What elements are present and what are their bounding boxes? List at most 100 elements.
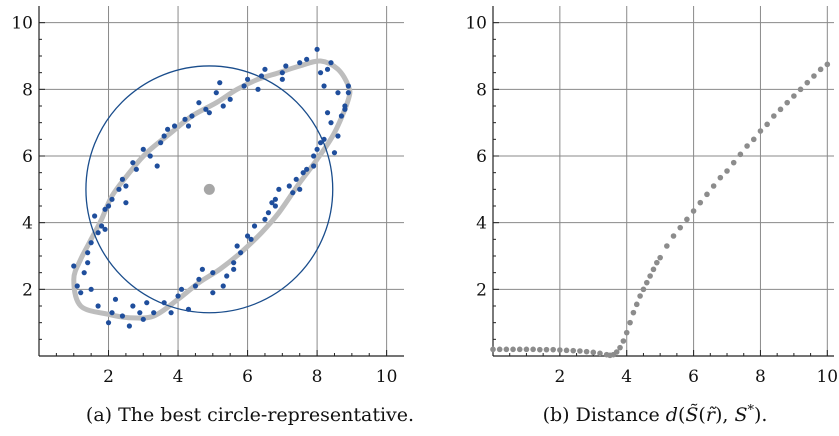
data-point bbox=[168, 310, 174, 316]
distance-point bbox=[557, 347, 563, 353]
data-point bbox=[137, 310, 143, 316]
x-tick-label: 4 bbox=[621, 367, 632, 387]
distance-point bbox=[811, 73, 817, 79]
distance-point bbox=[824, 61, 831, 68]
data-point bbox=[314, 146, 320, 152]
data-point bbox=[234, 243, 240, 249]
representative-circle bbox=[85, 65, 334, 314]
distance-point bbox=[620, 338, 627, 344]
data-point bbox=[321, 136, 327, 142]
data-point bbox=[338, 113, 345, 119]
data-point bbox=[342, 106, 348, 112]
data-point bbox=[345, 90, 351, 96]
distance-point bbox=[503, 346, 510, 353]
data-point bbox=[345, 83, 351, 89]
data-point bbox=[133, 166, 139, 172]
data-point bbox=[199, 266, 205, 272]
caption-a: (a) The best circle-representative. bbox=[86, 404, 414, 426]
data-point bbox=[290, 190, 296, 196]
distance-point bbox=[654, 259, 660, 266]
data-point bbox=[279, 70, 285, 76]
panel-b: 2 4 6 8 10 2 4 6 8 10 bbox=[465, 6, 838, 387]
distance-point bbox=[750, 136, 757, 143]
distance-point bbox=[777, 106, 784, 113]
distance-point bbox=[697, 199, 704, 206]
distance-point bbox=[784, 99, 790, 106]
data-point bbox=[213, 90, 219, 96]
data-point bbox=[178, 286, 185, 292]
data-point bbox=[206, 110, 212, 116]
data-point bbox=[324, 66, 331, 72]
x-tick-label: 4 bbox=[173, 367, 184, 387]
data-point bbox=[217, 80, 223, 86]
data-point bbox=[74, 283, 80, 289]
distance-point bbox=[516, 346, 523, 353]
caption-b: (b) Distance d(S̃(r̃), S*). bbox=[543, 403, 768, 427]
data-point bbox=[154, 163, 160, 169]
distance-point bbox=[627, 319, 633, 326]
data-point bbox=[88, 240, 94, 246]
distance-point bbox=[717, 174, 724, 181]
data-point bbox=[105, 203, 112, 209]
y-tick-label: 10 bbox=[11, 14, 33, 34]
data-point bbox=[272, 196, 278, 202]
distance-point bbox=[643, 279, 650, 286]
data-point bbox=[224, 273, 230, 279]
data-point bbox=[140, 316, 146, 322]
y-tick-label: 4 bbox=[476, 214, 487, 234]
data-point bbox=[175, 293, 181, 299]
data-point bbox=[304, 166, 310, 172]
data-point bbox=[265, 210, 272, 216]
distance-point bbox=[817, 66, 824, 73]
data-point bbox=[244, 76, 251, 82]
distance-point bbox=[490, 346, 496, 353]
data-point bbox=[335, 90, 341, 96]
y-tick-label: 6 bbox=[476, 147, 487, 167]
data-point bbox=[317, 140, 324, 146]
y-tick-label: 8 bbox=[22, 80, 33, 100]
x-tick-label: 6 bbox=[242, 367, 253, 387]
data-point bbox=[171, 123, 178, 129]
distance-point bbox=[633, 301, 640, 308]
distance-point bbox=[583, 348, 590, 355]
distance-point bbox=[496, 346, 503, 353]
data-point bbox=[262, 216, 268, 222]
distance-point bbox=[690, 208, 697, 214]
data-point bbox=[241, 83, 247, 89]
distance-point bbox=[647, 273, 653, 279]
distance-point bbox=[657, 254, 663, 261]
distance-point bbox=[640, 286, 647, 293]
x-tick-label: 8 bbox=[312, 367, 323, 387]
distance-point bbox=[704, 191, 710, 198]
data-point bbox=[144, 300, 150, 306]
distance-point bbox=[804, 79, 811, 86]
data-point bbox=[262, 66, 268, 72]
distance-point bbox=[563, 347, 570, 354]
distance-point bbox=[791, 93, 797, 99]
data-point bbox=[165, 126, 171, 132]
y-tick-label: 10 bbox=[465, 14, 487, 34]
data-point bbox=[269, 200, 275, 206]
data-point bbox=[147, 153, 153, 159]
data-point bbox=[102, 226, 108, 232]
data-point bbox=[71, 263, 77, 269]
distance-point bbox=[617, 344, 623, 351]
data-point bbox=[210, 290, 216, 296]
distance-point bbox=[637, 293, 643, 299]
distance-point bbox=[737, 151, 744, 158]
data-point bbox=[300, 170, 306, 176]
data-point bbox=[119, 313, 126, 319]
fitted-curve bbox=[71, 58, 353, 321]
data-point bbox=[102, 206, 108, 212]
data-point bbox=[78, 290, 84, 296]
data-point bbox=[109, 196, 115, 202]
data-point bbox=[276, 186, 282, 192]
data-point bbox=[248, 236, 254, 242]
data-point bbox=[251, 223, 258, 229]
distance-point bbox=[677, 224, 684, 231]
data-point bbox=[244, 233, 251, 239]
data-point bbox=[161, 300, 167, 306]
y-tick-label: 2 bbox=[22, 280, 33, 300]
data-point bbox=[231, 266, 237, 272]
